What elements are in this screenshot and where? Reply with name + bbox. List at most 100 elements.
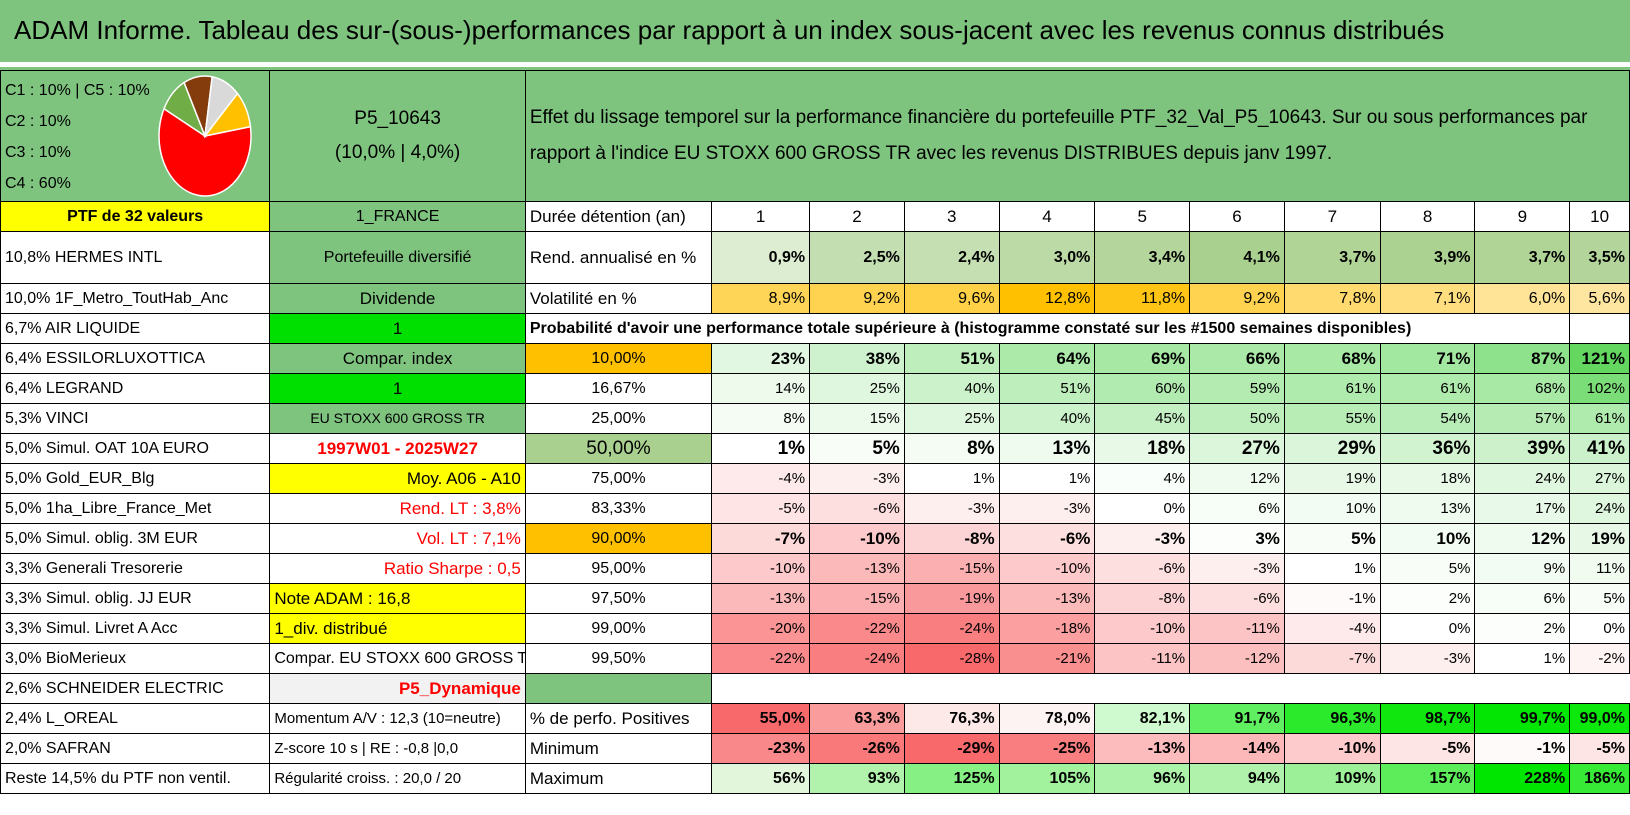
holding-item: 3,3% Simul. Livret A Acc [0,613,271,644]
prob-value: 0% [1569,613,1630,644]
info-item: EU STOXX 600 GROSS TR [269,403,526,434]
description-cell: Effet du lissage temporel sur la perform… [524,70,1630,202]
rend-value: 3,0% [998,231,1096,284]
prob-value: 6% [1474,583,1571,614]
prob-threshold: 25,00% [524,403,713,434]
prob-value: 10% [1379,523,1476,554]
year-header: 6 [1189,201,1285,232]
pos-value: 96,3% [1283,703,1381,734]
prob-value: -2% [1569,643,1630,674]
prob-value: -10% [711,553,811,584]
prob-value: -8% [903,523,1000,554]
min-value: -1% [1474,733,1571,764]
prob-value: -15% [903,553,1000,584]
schneider-row: 2,6% SCHNEIDER ELECTRIC P5_Dynamique [0,673,1630,704]
prob-row: 5,0% 1ha_Libre_France_Met Rend. LT : 3,8%… [0,493,1630,524]
rend-value: 3,4% [1094,231,1191,284]
max-value: 93% [809,763,905,794]
info-item: Rend. LT : 3,8% [269,493,526,524]
prob-value: 66% [1189,343,1285,374]
pie-legend-item: C1 : 10% | C5 : 10% [5,82,150,99]
prob-value: 17% [1474,493,1571,524]
info-item: Note ADAM : 16,8 [269,583,526,614]
max-value: 94% [1189,763,1285,794]
info-item: Portefeuille diversifié [269,231,526,284]
prob-value: -24% [809,643,905,674]
min-value: -25% [998,733,1096,764]
year-header: 9 [1474,201,1571,232]
prob-value: 54% [1379,403,1476,434]
prob-value: 13% [1379,493,1476,524]
prob-value: 19% [1283,463,1381,494]
holding-item: 2,6% SCHNEIDER ELECTRIC [0,673,271,704]
pos-value: 76,3% [903,703,1000,734]
prob-value: 15% [809,403,905,434]
prob-value: -3% [1189,553,1285,584]
pos-row: 2,4% L_OREAL Momentum A/V : 12,3 (10=neut… [0,703,1630,734]
prob-value: 55% [1283,403,1381,434]
prob-value: -4% [1283,613,1381,644]
prob-value: 27% [1189,433,1285,464]
prob-value: 40% [903,373,1000,404]
holding-item: 10,8% HERMES INTL [0,231,271,284]
pos-value: 99,0% [1569,703,1630,734]
prob-row: 3,3% Simul. oblig. JJ EUR Note ADAM : 16,… [0,583,1630,614]
title-bar: ADAM Informe. Tableau des sur-(sous-)per… [0,0,1630,62]
prob-value: -28% [903,643,1000,674]
prob-value: 24% [1569,493,1630,524]
vol-label: Volatilité en % [524,283,713,314]
vol-value: 7,8% [1283,283,1381,314]
prob-value: 23% [711,343,811,374]
max-label: Maximum [524,763,713,794]
holding-item: 3,3% Simul. oblig. JJ EUR [0,583,271,614]
allocation-pie-chart [158,75,252,197]
prob-value: 11% [1569,553,1630,584]
prob-value: 14% [711,373,811,404]
prob-value: 61% [1379,373,1476,404]
max-value: 105% [998,763,1096,794]
prob-value: 12% [1189,463,1285,494]
min-value: -13% [1094,733,1191,764]
prob-value: 0% [1379,613,1476,644]
prob-value: 19% [1569,523,1630,554]
prob-threshold: 99,50% [524,643,713,674]
prob-value: 45% [1094,403,1191,434]
max-value: 125% [903,763,1000,794]
prob-value: 1% [998,463,1096,494]
divider-green [0,67,1630,70]
prob-value: -12% [1189,643,1285,674]
prob-row: 6,4% ESSILORLUXOTTICA Compar. index 10,00%… [0,343,1630,374]
prob-value: 38% [809,343,905,374]
rend-label: Rend. annualisé en % [524,231,713,284]
info-item: Dividende [269,283,526,314]
info-item: Compar. EU STOXX 600 GROSS TR [269,643,526,674]
min-value: -5% [1379,733,1476,764]
prob-value: 87% [1474,343,1571,374]
prob-value: 0% [1094,493,1191,524]
prob-title-row: 6,7% AIR LIQUIDE 1 Probabilité d'avoir une… [0,313,1630,344]
prob-value: -10% [809,523,905,554]
prob-threshold: 95,00% [524,553,713,584]
holdings-header: PTF de 32 valeurs [0,201,271,232]
holding-item: 2,0% SAFRAN [0,733,271,764]
prob-threshold: 10,00% [524,343,713,374]
min-value: -29% [903,733,1000,764]
prob-value: -13% [998,583,1096,614]
pos-value: 63,3% [809,703,905,734]
portfolio-id-cell: P5_10643 (10,0% | 4,0%) [269,70,526,202]
pie-slice-c5 [203,92,252,138]
years-label: Durée détention (an) [524,201,713,232]
rend-value: 4,1% [1189,231,1285,284]
vol-value: 7,1% [1379,283,1476,314]
prob-value: 4% [1094,463,1191,494]
prob-value: -6% [998,523,1096,554]
prob-value: 8% [903,433,1000,464]
prob-threshold: 75,00% [524,463,713,494]
vol-value: 12,8% [998,283,1096,314]
prob-value: 51% [903,343,1000,374]
prob-value: 1% [1283,553,1381,584]
years-row: PTF de 32 valeurs 1_FRANCE Durée détention… [0,201,1630,232]
min-label: Minimum [524,733,713,764]
prob-value: -13% [809,553,905,584]
pos-value: 98,7% [1379,703,1476,734]
